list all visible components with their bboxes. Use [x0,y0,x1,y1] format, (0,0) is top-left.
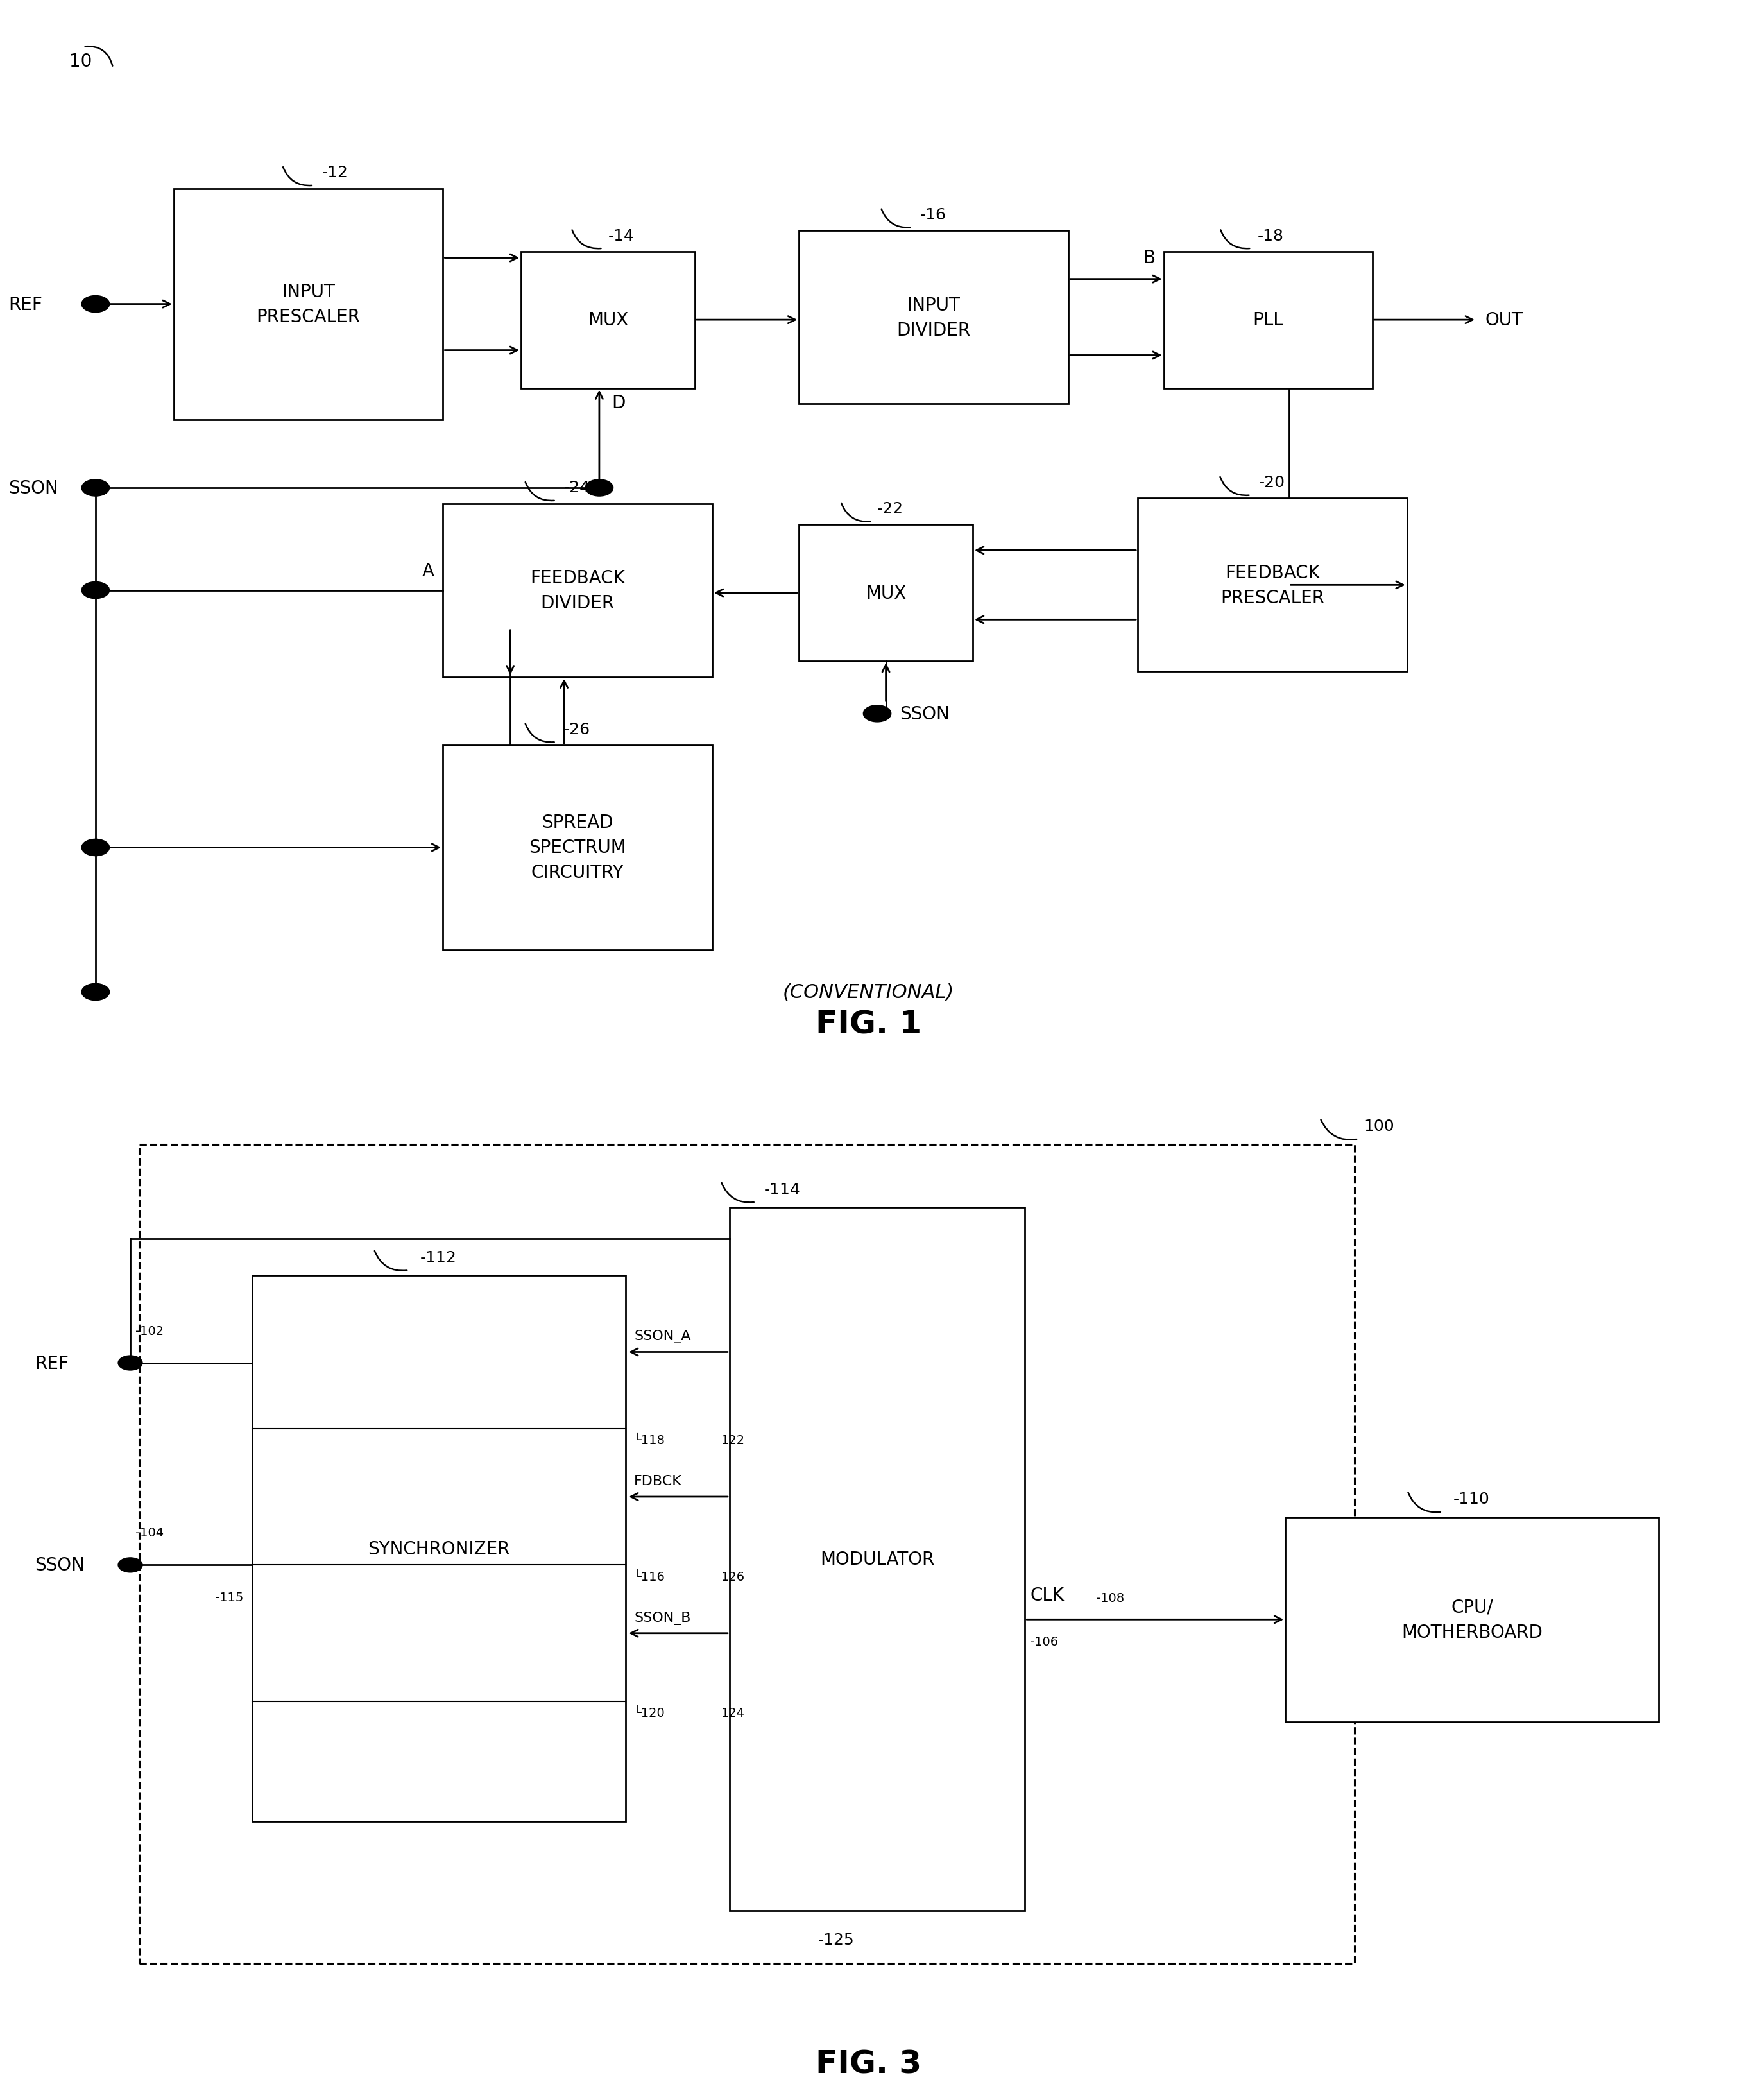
Text: -18: -18 [1258,229,1284,244]
Text: CPU/
MOTHERBOARD: CPU/ MOTHERBOARD [1402,1598,1542,1640]
Text: A: A [422,563,434,580]
Text: FIG. 3: FIG. 3 [816,2047,921,2079]
Bar [1138,500,1407,672]
Text: └120: └120 [634,1707,665,1720]
Text: 10: 10 [69,53,92,71]
Text: └118: └118 [634,1434,665,1447]
Text: INPUT
PRESCALER: INPUT PRESCALER [257,284,360,326]
Circle shape [82,840,109,857]
Text: B: B [1143,250,1155,267]
Circle shape [82,983,109,1002]
Text: FDBCK: FDBCK [634,1474,683,1487]
Circle shape [585,479,613,498]
Bar [174,189,443,420]
Text: -108: -108 [1096,1592,1124,1604]
Text: PLL: PLL [1252,311,1284,330]
Text: INPUT
DIVIDER: INPUT DIVIDER [896,296,971,338]
Text: -106: -106 [1030,1636,1058,1648]
Text: FIG. 1: FIG. 1 [815,1008,922,1040]
Text: -26: -26 [565,722,591,737]
Text: -22: -22 [877,502,903,517]
Bar [799,231,1068,403]
Text: -24: -24 [565,481,591,496]
Text: D: D [611,395,625,412]
Text: CLK: CLK [1030,1586,1065,1604]
Text: -125: -125 [818,1932,855,1947]
Text: 100: 100 [1364,1119,1395,1134]
Text: SSON_B: SSON_B [634,1611,691,1625]
Text: MODULATOR: MODULATOR [820,1550,935,1569]
Text: SSON: SSON [900,706,950,722]
Bar [1285,1516,1659,1722]
Bar [799,525,973,662]
Text: SPREAD
SPECTRUM
CIRCUITRY: SPREAD SPECTRUM CIRCUITRY [528,815,627,882]
Bar [1164,252,1372,388]
Text: -12: -12 [321,166,347,181]
Text: MUX: MUX [587,311,629,330]
Circle shape [82,479,109,498]
Circle shape [118,1357,142,1371]
Circle shape [863,706,891,722]
Text: C: C [874,706,886,722]
Text: 124: 124 [721,1707,745,1720]
Text: SSON_A: SSON_A [634,1329,691,1344]
Text: └116: └116 [634,1571,665,1583]
Circle shape [82,296,109,313]
Text: 126: 126 [721,1571,745,1583]
Bar [730,1208,1025,1911]
Text: -102: -102 [135,1325,163,1338]
Text: -16: -16 [921,208,947,223]
Bar [521,252,695,388]
Text: (CONVENTIONAL): (CONVENTIONAL) [783,983,954,1002]
Text: SSON: SSON [35,1556,85,1575]
Text: -110: -110 [1454,1491,1490,1508]
Bar [139,1145,1355,1964]
Bar [443,746,712,949]
Text: 122: 122 [721,1434,745,1447]
Text: -112: -112 [420,1250,457,1264]
Text: -14: -14 [608,229,634,244]
Text: REF: REF [35,1354,69,1371]
Text: OUT: OUT [1485,311,1523,330]
Bar [252,1275,625,1821]
Text: -104: -104 [135,1527,163,1539]
Text: REF: REF [9,296,43,313]
Text: SYNCHRONIZER: SYNCHRONIZER [368,1539,509,1558]
Text: SSON: SSON [9,479,59,498]
Text: MUX: MUX [865,584,907,603]
Text: -115: -115 [215,1592,243,1604]
Circle shape [82,582,109,598]
Text: FEEDBACK
PRESCALER: FEEDBACK PRESCALER [1221,565,1324,607]
Text: FEEDBACK
DIVIDER: FEEDBACK DIVIDER [530,569,625,611]
Circle shape [118,1558,142,1573]
Bar [443,504,712,676]
Text: -20: -20 [1259,475,1285,491]
Text: -114: -114 [764,1182,801,1197]
